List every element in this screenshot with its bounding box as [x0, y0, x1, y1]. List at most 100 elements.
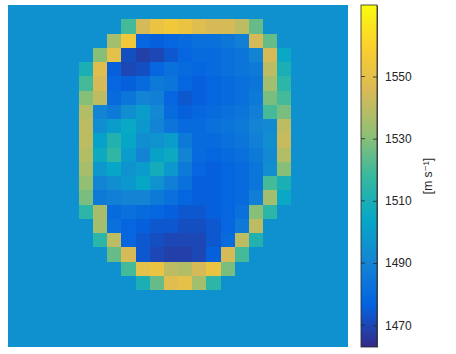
cell — [164, 290, 179, 305]
colorbar-inner-ticks — [361, 77, 365, 326]
cell — [36, 91, 51, 106]
cell — [235, 190, 250, 205]
cell — [51, 119, 66, 134]
cell — [93, 62, 108, 77]
cell — [136, 34, 151, 49]
cell — [334, 276, 348, 291]
cell — [136, 319, 151, 334]
tick — [373, 263, 377, 264]
cell — [263, 205, 278, 220]
cell — [192, 290, 207, 305]
cell — [65, 176, 80, 191]
cell — [8, 304, 23, 319]
cell — [136, 205, 151, 220]
cell — [291, 304, 306, 319]
heatmap-cells — [8, 5, 348, 347]
cell — [192, 62, 207, 77]
cell — [206, 62, 221, 77]
cell — [192, 205, 207, 220]
cell — [263, 176, 278, 191]
cell — [334, 219, 348, 234]
cell — [192, 34, 207, 49]
cell — [206, 304, 221, 319]
cell — [22, 247, 37, 262]
cell — [306, 304, 321, 319]
cell — [8, 262, 23, 277]
cell — [206, 262, 221, 277]
cell — [93, 176, 108, 191]
cell — [235, 176, 250, 191]
cell — [320, 219, 335, 234]
cell — [320, 290, 335, 305]
colorbar-frame — [361, 5, 377, 347]
cell — [79, 333, 94, 347]
cell — [93, 219, 108, 234]
cell — [36, 319, 51, 334]
cell — [192, 262, 207, 277]
cell — [192, 219, 207, 234]
cell — [107, 190, 122, 205]
cell — [79, 133, 94, 148]
cell — [291, 233, 306, 248]
cell — [51, 76, 66, 91]
cell — [178, 276, 193, 291]
cell — [206, 105, 221, 120]
cell — [221, 262, 236, 277]
cell — [320, 133, 335, 148]
cell — [320, 176, 335, 191]
tick — [361, 325, 365, 326]
cell — [107, 290, 122, 305]
cell — [22, 219, 37, 234]
cell — [164, 19, 179, 34]
cell — [164, 219, 179, 234]
cell — [164, 119, 179, 134]
cell — [136, 62, 151, 77]
cell — [291, 262, 306, 277]
cell — [51, 133, 66, 148]
cell — [320, 276, 335, 291]
cell — [334, 205, 348, 220]
cell — [221, 48, 236, 63]
cell — [235, 333, 250, 347]
cell — [136, 233, 151, 248]
cell — [334, 176, 348, 191]
cell — [150, 119, 165, 134]
cell — [22, 176, 37, 191]
cell — [306, 91, 321, 106]
cell — [235, 148, 250, 163]
cell — [263, 5, 278, 20]
cell — [79, 62, 94, 77]
cell — [51, 290, 66, 305]
cell — [79, 319, 94, 334]
cell — [93, 190, 108, 205]
cell — [65, 190, 80, 205]
cell — [65, 290, 80, 305]
cell — [235, 48, 250, 63]
tick — [361, 76, 365, 77]
cell — [36, 205, 51, 220]
cell — [291, 105, 306, 120]
cell — [79, 233, 94, 248]
cell — [93, 304, 108, 319]
cell — [51, 162, 66, 177]
cell — [178, 19, 193, 34]
cell — [22, 48, 37, 63]
cell — [263, 48, 278, 63]
cell — [164, 133, 179, 148]
cell — [249, 290, 264, 305]
cell — [164, 162, 179, 177]
cell — [291, 219, 306, 234]
cell — [178, 5, 193, 20]
cell — [150, 262, 165, 277]
cell — [249, 76, 264, 91]
cell — [306, 233, 321, 248]
cell — [136, 176, 151, 191]
cell — [235, 276, 250, 291]
cell — [136, 304, 151, 319]
cell — [22, 162, 37, 177]
cell — [93, 105, 108, 120]
cell — [51, 105, 66, 120]
cell — [121, 34, 136, 49]
cell — [121, 119, 136, 134]
cell — [150, 319, 165, 334]
